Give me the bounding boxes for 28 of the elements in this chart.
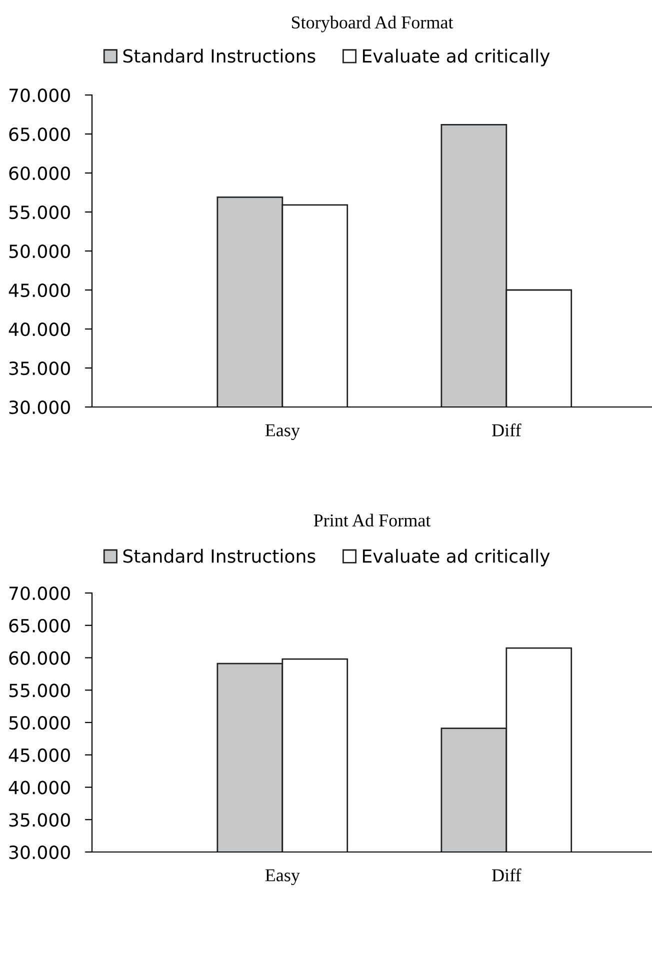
y-tick-label: 55.000: [9, 684, 70, 698]
legend-label: Evaluate ad critically: [363, 48, 550, 66]
y-tick-label: 45.000: [8, 283, 70, 298]
y-tick-label: 65.000: [9, 127, 70, 142]
x-tick-label: Diff: [492, 868, 522, 882]
x-tick-label: Diff: [492, 423, 522, 436]
y-tick-label: 45.000: [8, 748, 70, 762]
legend-label: Standard Instructions: [123, 48, 316, 63]
x-tick-label: Easy: [265, 869, 300, 886]
y-tick-label: 30.000: [9, 845, 70, 860]
legend-label: Standard Instructions: [123, 548, 316, 563]
y-tick-label: 50.000: [9, 244, 70, 258]
x-tick-label: Easy: [265, 424, 300, 440]
y-tick-label: 50.000: [9, 716, 70, 730]
legend-label: Evaluate ad critically: [363, 548, 550, 566]
y-tick-label: 30.000: [9, 400, 70, 414]
y-tick-label: 60.000: [9, 166, 70, 180]
y-tick-label: 70.000: [9, 88, 70, 102]
y-tick-label: 60.000: [9, 651, 70, 665]
y-tick-label: 55.000: [9, 205, 70, 220]
y-tick-label: 35.000: [9, 813, 70, 827]
chart-title: Print Ad Format: [314, 514, 431, 527]
y-tick-label: 35.000: [9, 361, 70, 376]
y-tick-label: 65.000: [9, 618, 70, 632]
chart-title: Storyboard Ad Format: [292, 16, 454, 32]
y-tick-label: 40.000: [8, 322, 70, 336]
y-tick-label: 70.000: [9, 586, 70, 600]
y-tick-label: 40.000: [8, 780, 70, 794]
